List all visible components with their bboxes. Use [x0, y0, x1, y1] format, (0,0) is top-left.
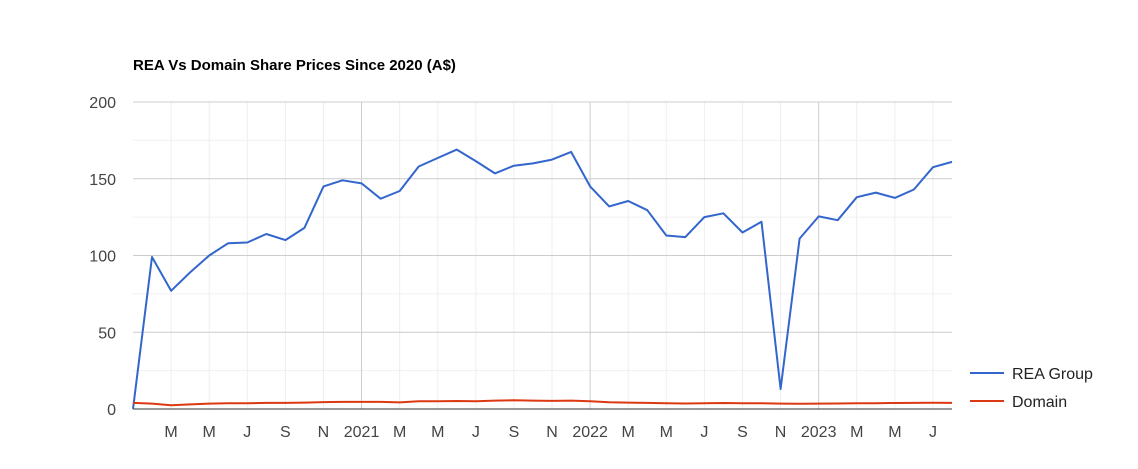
x-tick-label: 2023	[801, 424, 837, 441]
series-lines	[132, 148, 953, 410]
x-tick-label: 2021	[344, 424, 380, 441]
legend-label: REA Group	[1012, 366, 1093, 383]
x-tick-label: M	[622, 424, 635, 441]
y-tick-label: 150	[89, 172, 116, 189]
x-tick-label: N	[318, 424, 330, 441]
y-tick-label: 200	[89, 95, 116, 112]
x-tick-label: M	[660, 424, 673, 441]
x-tick-label: M	[431, 424, 444, 441]
x-tick-label: M	[164, 424, 177, 441]
x-tick-label: S	[509, 424, 520, 441]
x-tick-label: M	[850, 424, 863, 441]
x-tick-label: M	[203, 424, 216, 441]
y-axis-ticks: 0 50 100 150 200	[89, 95, 116, 419]
y-tick-label: 100	[89, 249, 116, 266]
x-tick-label: M	[393, 424, 406, 441]
x-tick-label: S	[280, 424, 291, 441]
series-line-domain	[132, 399, 953, 407]
y-tick-label: 50	[98, 325, 116, 342]
x-tick-label: S	[737, 424, 748, 441]
chart-title: REA Vs Domain Share Prices Since 2020 (A…	[133, 57, 456, 74]
legend-label: Domain	[1012, 394, 1067, 411]
legend: REA Group Domain	[970, 366, 1093, 411]
x-tick-label: N	[546, 424, 558, 441]
x-tick-label: N	[775, 424, 787, 441]
y-tick-label: 0	[107, 402, 116, 419]
gridlines	[133, 101, 952, 410]
x-tick-label: J	[243, 424, 251, 441]
x-tick-label: 2022	[572, 424, 608, 441]
x-tick-label: J	[472, 424, 480, 441]
x-tick-label: M	[888, 424, 901, 441]
x-tick-label: J	[700, 424, 708, 441]
series-line-rea-group	[132, 148, 953, 410]
x-axis-ticks: M M J S N 2021 M M J S N 2022 M M J S N 2023 M M J	[164, 424, 937, 441]
x-tick-label: J	[929, 424, 937, 441]
